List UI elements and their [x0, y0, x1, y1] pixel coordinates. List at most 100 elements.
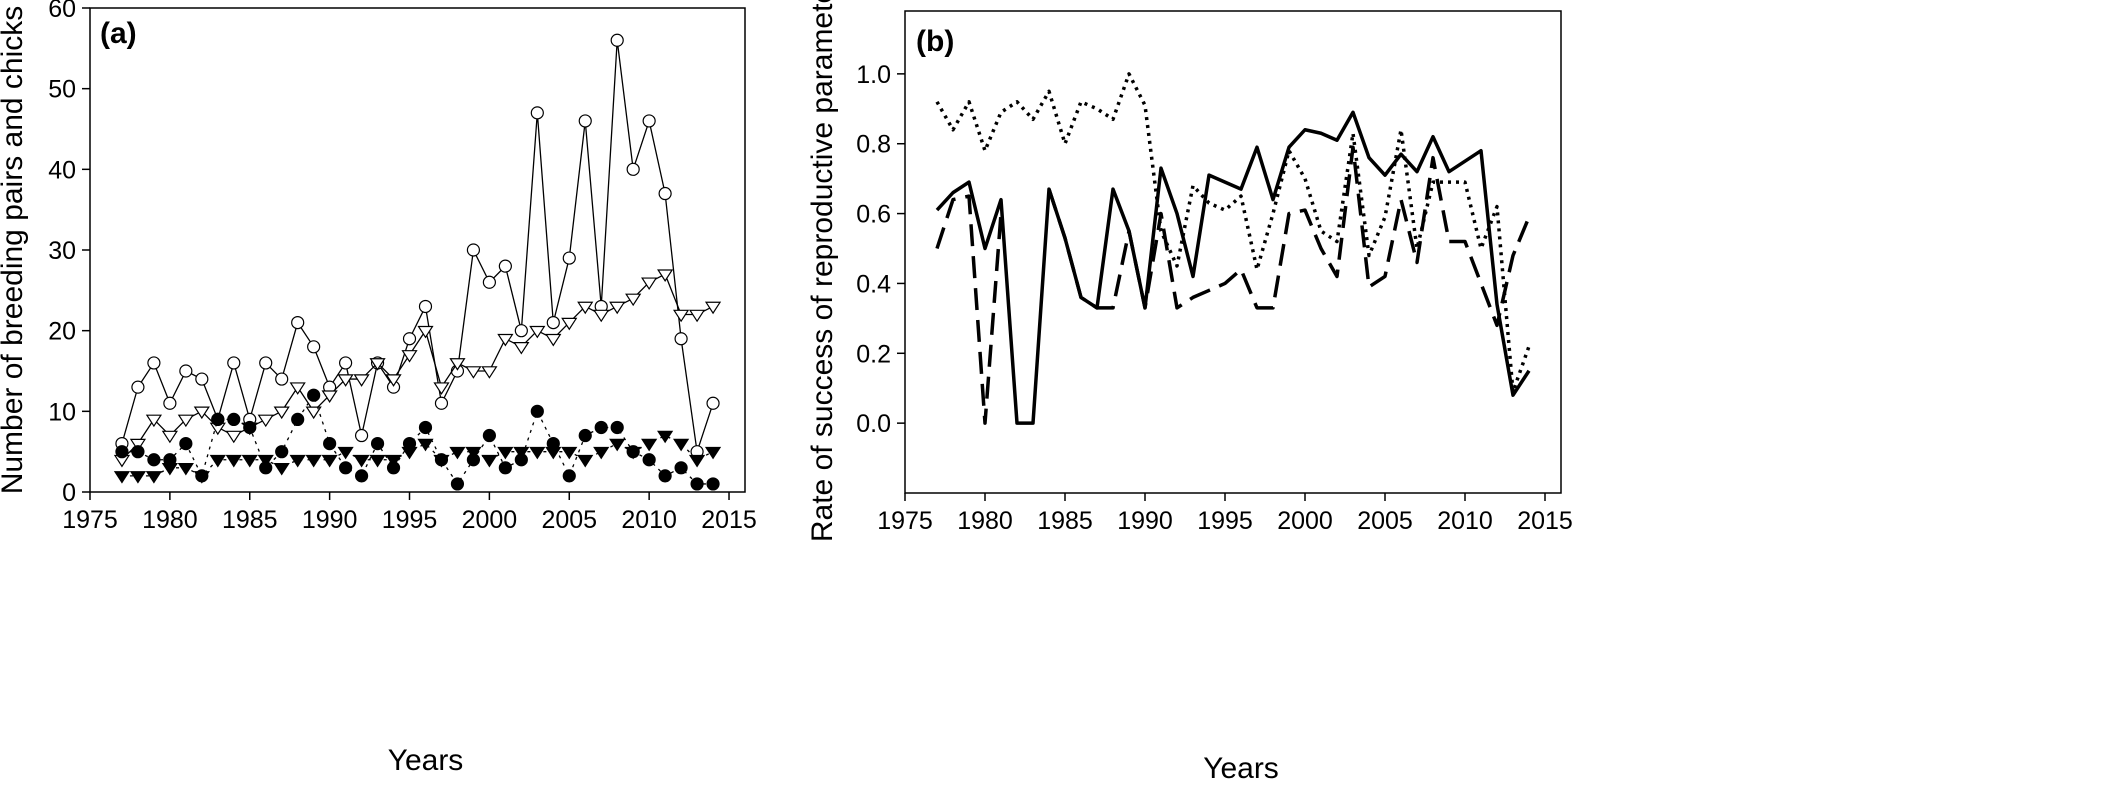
data-point: [177, 414, 194, 428]
data-point: [593, 446, 610, 460]
data-point: [481, 366, 498, 379]
x-tick-label: 2015: [1517, 507, 1573, 535]
data-point: [161, 430, 178, 444]
data-point: [577, 301, 594, 315]
series-line: [121, 39, 714, 453]
data-point: [578, 428, 592, 443]
data-point: [354, 428, 369, 443]
series-line: [935, 145, 1531, 425]
data-point: [625, 293, 642, 307]
data-point: [642, 114, 656, 128]
data-point: [513, 342, 530, 355]
data-point: [704, 301, 722, 315]
data-point: [546, 316, 560, 330]
x-tick-label: 1990: [302, 506, 358, 534]
data-point: [625, 446, 642, 460]
data-point: [657, 430, 674, 444]
data-point: [433, 382, 450, 395]
data-point: [704, 446, 722, 460]
panel-label: (a): [100, 17, 137, 50]
plot-frame: [904, 10, 1562, 494]
y-tick-label: 1.0: [856, 61, 891, 89]
series-dashed-line: [935, 145, 1531, 425]
data-point: [530, 404, 544, 418]
data-point: [498, 259, 512, 273]
y-tick-label: 0.2: [856, 340, 891, 368]
data-point: [672, 309, 690, 323]
data-point: [418, 420, 433, 435]
data-point: [131, 380, 145, 394]
data-point: [561, 317, 578, 331]
data-point: [323, 437, 337, 451]
x-tick-label: 2015: [701, 506, 757, 534]
data-point: [115, 445, 129, 459]
x-tick-label: 1975: [62, 506, 118, 534]
data-point: [562, 251, 576, 265]
data-point: [370, 437, 385, 451]
series-filled-circles: [115, 388, 720, 491]
data-point: [482, 428, 496, 443]
x-tick-label: 2000: [462, 506, 518, 534]
data-point: [145, 414, 163, 428]
series-line: [935, 110, 1531, 425]
y-tick-label: 50: [48, 76, 76, 104]
data-point: [161, 463, 178, 476]
data-point: [257, 414, 274, 428]
data-point: [578, 114, 592, 128]
data-point: [321, 390, 338, 403]
data-point: [562, 469, 576, 483]
data-point: [385, 454, 402, 468]
data-point: [658, 186, 672, 201]
x-tick-label: 2010: [621, 506, 677, 534]
data-point: [688, 309, 706, 323]
data-point: [289, 454, 306, 468]
y-tick-label: 10: [48, 398, 76, 426]
data-point: [674, 461, 688, 475]
series-solid-line: [935, 110, 1531, 425]
data-point: [179, 437, 193, 451]
data-point: [529, 446, 546, 460]
data-point: [481, 454, 498, 468]
data-point: [706, 396, 720, 410]
data-point: [275, 445, 289, 459]
y-axis-title: Rate of success of reproductive paramete…: [806, 0, 839, 542]
data-point: [401, 350, 418, 363]
data-point: [641, 438, 658, 452]
x-tick-label: 2005: [1357, 507, 1413, 535]
panel-a: 1975 1980 1985 1990 1995 2000 2005 2010 2015 0 10 2…: [0, 0, 757, 777]
data-point: [594, 420, 608, 435]
y-tick-label: 0.0: [856, 410, 891, 438]
panel-label: (b): [916, 25, 954, 58]
x-tick-label: 2010: [1437, 507, 1493, 535]
data-point: [305, 454, 322, 468]
data-point: [593, 309, 610, 323]
y-tick-label: 0: [62, 479, 76, 507]
data-point: [193, 406, 210, 420]
x-tick-label: 1990: [1117, 507, 1173, 535]
data-point: [369, 454, 386, 468]
data-point: [434, 396, 449, 410]
series-open-triangles: [113, 269, 722, 468]
data-point: [257, 454, 274, 468]
data-point: [113, 471, 131, 484]
data-point: [225, 454, 242, 468]
y-tick-label: 0.6: [856, 201, 891, 229]
y-tick-label: 20: [48, 318, 76, 346]
data-point: [497, 446, 514, 460]
data-point: [307, 388, 321, 402]
data-point: [305, 406, 322, 420]
x-tick-label: 1980: [957, 507, 1013, 535]
data-point: [289, 382, 306, 395]
data-point: [241, 454, 258, 468]
data-point: [530, 106, 544, 120]
data-point: [465, 366, 482, 379]
data-point: [482, 275, 496, 289]
data-point: [163, 396, 177, 410]
series-filled-triangles: [113, 430, 722, 484]
data-point: [450, 477, 465, 491]
x-tick-label: 2005: [541, 506, 597, 534]
data-point: [609, 301, 626, 315]
x-axis-title: Years: [388, 744, 464, 777]
data-point: [353, 374, 370, 387]
data-point: [177, 463, 194, 476]
